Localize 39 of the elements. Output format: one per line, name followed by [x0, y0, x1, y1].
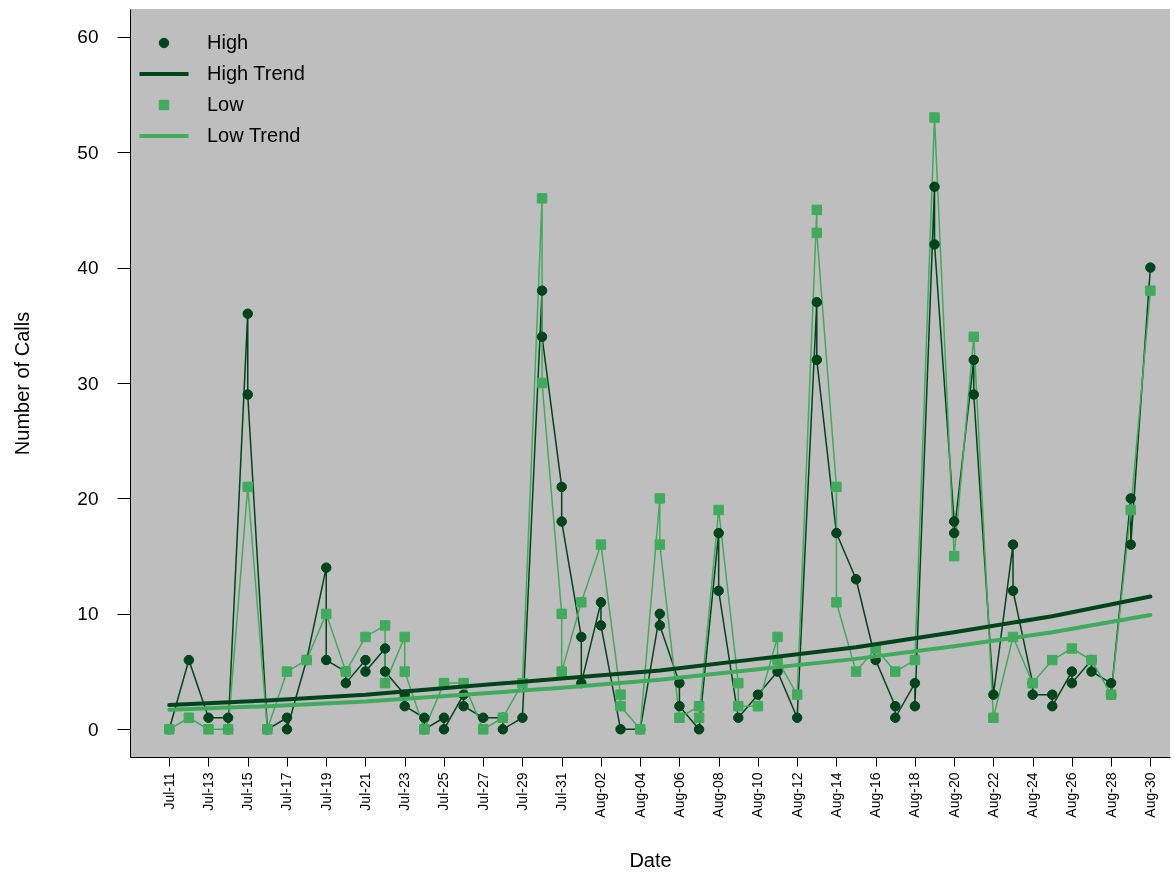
y-tick-label: 40	[77, 257, 99, 279]
y-tick-label: 20	[77, 487, 99, 509]
legend-label: Low	[207, 93, 245, 115]
x-tick-label: Jul-27	[474, 772, 491, 811]
y-axis-title: Number of Calls	[11, 311, 34, 456]
legend-label: Low Trend	[207, 124, 301, 146]
x-tick-label: Jul-13	[199, 772, 216, 811]
x-tick-label: Jul-15	[239, 772, 256, 811]
x-tick-label: Jul-17	[278, 772, 295, 811]
y-tick-label: 60	[77, 26, 99, 48]
y-tick-label: 10	[77, 603, 99, 625]
x-tick-label: Jul-29	[513, 772, 530, 811]
x-tick-label: Jul-25	[435, 772, 452, 811]
x-tick-label: Aug-20	[945, 772, 962, 818]
x-tick-label: Aug-28	[1102, 772, 1119, 818]
y-tick-label: 30	[77, 372, 99, 394]
x-tick-label: Aug-08	[710, 772, 727, 818]
x-tick-label: Aug-18	[906, 772, 923, 818]
x-tick-label: Jul-11	[160, 772, 177, 810]
x-tick-label: Aug-14	[827, 772, 844, 818]
x-tick-label: Jul-21	[356, 772, 373, 811]
y-tick-label: 0	[87, 718, 99, 740]
x-tick-label: Aug-26	[1063, 772, 1080, 818]
x-axis-title: Date	[629, 848, 672, 871]
legend-label: High	[207, 31, 249, 53]
x-tick-label: Aug-12	[788, 772, 805, 818]
x-tick-label: Aug-10	[749, 772, 766, 818]
x-tick-label: Aug-06	[670, 772, 687, 818]
x-tick-label: Aug-02	[592, 772, 609, 818]
legend-label: High Trend	[207, 62, 305, 84]
x-tick-label: Aug-24	[1024, 772, 1041, 818]
x-tick-label: Aug-16	[867, 772, 884, 818]
x-tick-label: Aug-04	[631, 772, 648, 818]
x-tick-label: Aug-22	[984, 772, 1001, 818]
y-tick-label: 50	[77, 141, 99, 163]
x-tick-label: Jul-31	[553, 772, 570, 811]
x-tick-label: Jul-19	[317, 772, 334, 811]
x-tick-label: Jul-23	[396, 772, 413, 811]
x-tick-label: Aug-30	[1141, 772, 1158, 818]
